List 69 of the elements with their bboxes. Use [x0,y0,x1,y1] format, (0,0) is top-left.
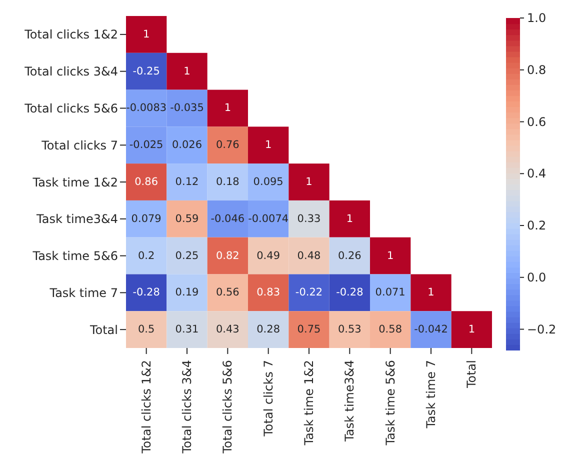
data-label: 0.25 [175,250,199,262]
data-label: 0.33 [297,212,321,225]
x-tick-label: Task time 5&6 [383,360,398,446]
color-bar-label: −0.2 [527,322,556,336]
data-label: 1 [386,250,394,262]
y-tick-label: Task time 7 [48,286,118,300]
y-tick-label: Total clicks 3&4 [24,64,118,79]
y-tick-label: Task time3&4 [36,212,118,226]
data-label: 1 [224,102,232,114]
color-bar-label: 1.0 [527,11,546,25]
data-label: 1 [346,212,354,225]
data-label: -0.0074 [248,212,289,225]
color-bar-label: 0.8 [527,62,546,77]
data-label: 0.079 [131,212,162,225]
data-label: 0.56 [216,286,240,299]
x-tick-label: Total clicks 3&4 [180,360,194,454]
color-bar-label: 0.4 [527,166,546,181]
data-label: -0.046 [210,212,245,225]
y-tick-label: Total clicks 1&2 [24,28,118,42]
data-label: 0.071 [375,286,406,299]
x-tick-label: Total clicks 7 [261,360,276,438]
y-tick-label: Total [88,322,118,337]
data-label: -0.0083 [126,102,167,114]
data-label: 1 [142,28,150,40]
data-label: 0.58 [378,324,402,336]
data-label: 0.5 [138,324,155,336]
data-label: 0.28 [256,324,280,336]
data-label: 0.2 [138,250,155,262]
y-tick-label: Total clicks 5&6 [24,101,118,116]
data-label: 0.83 [256,286,280,299]
y-tick-label: Task time 5&6 [32,249,118,264]
x-tick-label: Total [464,360,479,390]
x-tick-label: Total clicks 5&6 [220,360,235,454]
data-label: 0.82 [216,250,240,262]
data-label: 0.26 [338,250,362,262]
data-label: 0.31 [175,324,199,336]
data-label: 0.59 [175,212,199,225]
data-label: -0.25 [132,65,160,78]
data-label: 1 [264,139,272,152]
data-label: 0.12 [175,176,199,188]
color-bar-label: 0.6 [527,114,546,129]
data-label: 0.18 [216,176,240,188]
data-label: 1 [184,65,190,78]
data-label: 0.75 [297,324,321,336]
color-bar-label: 0.0 [527,270,546,284]
data-label: -0.025 [129,139,164,152]
data-label: -0.22 [295,286,323,299]
color-bar-label: 0.2 [527,218,546,232]
y-tick-label: Total clicks 7 [40,138,118,152]
data-label: -0.28 [336,286,364,299]
data-label: -0.035 [170,102,204,114]
data-label: 0.19 [175,286,199,299]
data-label: 0.48 [297,250,321,262]
x-tick-label: Task time 7 [424,360,438,430]
x-tick-label: Task time 1&2 [302,360,316,446]
data-label: 0.86 [134,176,158,188]
data-label: -0.28 [132,286,160,299]
data-label: 0.026 [172,139,202,152]
data-label: 0.53 [338,324,362,336]
data-label: 0.76 [216,139,240,152]
y-tick-label: Task time 1&2 [32,175,118,190]
data-label: 0.095 [253,176,284,188]
data-label: 0.43 [216,324,240,336]
data-label: 1 [306,176,312,188]
x-tick-label: Task time3&4 [342,360,357,442]
data-label: 0.49 [256,250,280,262]
data-label: -0.042 [414,324,448,336]
data-label: 1 [428,286,434,299]
data-label: 1 [468,324,476,336]
